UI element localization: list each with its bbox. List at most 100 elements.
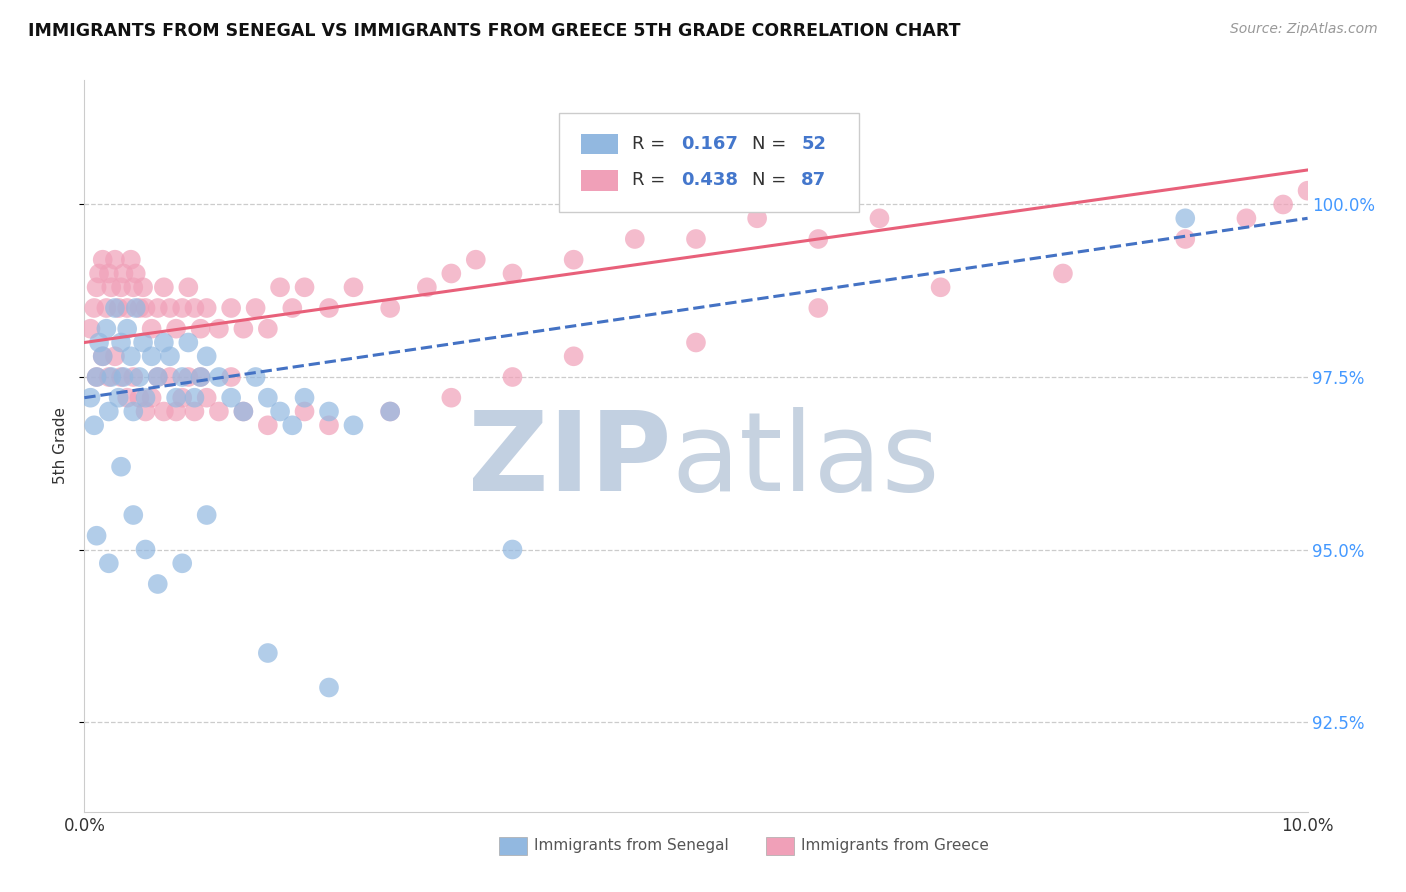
Point [115, 301, 138, 315]
Text: R =: R = [633, 135, 671, 153]
Point [132, 280, 155, 294]
Point [86, 280, 108, 294]
Point [122, 404, 145, 418]
Point [294, 280, 316, 294]
Point [172, 370, 194, 384]
Point [807, 232, 830, 246]
Point [183, 391, 205, 405]
Text: N =: N = [752, 135, 792, 153]
Point [128, 370, 150, 384]
Point [624, 232, 647, 246]
Point [128, 391, 150, 405]
Point [115, 321, 138, 335]
FancyBboxPatch shape [581, 170, 617, 191]
Point [87, 267, 110, 281]
Text: IMMIGRANTS FROM SENEGAL VS IMMIGRANTS FROM GREECE 5TH GRADE CORRELATION CHART: IMMIGRANTS FROM SENEGAL VS IMMIGRANTS FR… [28, 22, 960, 40]
Point [86, 370, 108, 384]
Point [342, 280, 364, 294]
Point [104, 301, 127, 315]
Point [141, 391, 163, 405]
Text: R =: R = [633, 171, 671, 189]
Point [208, 404, 231, 418]
Point [208, 370, 231, 384]
Text: 0.438: 0.438 [682, 171, 738, 189]
Point [269, 280, 291, 294]
Point [502, 542, 524, 557]
Point [245, 370, 267, 384]
Point [281, 301, 304, 315]
Point [122, 370, 145, 384]
Point [97, 370, 120, 384]
Point [257, 321, 280, 335]
Point [146, 301, 169, 315]
Point [294, 391, 316, 405]
Point [232, 404, 254, 418]
Point [112, 370, 135, 384]
Point [96, 301, 118, 315]
Point [110, 459, 132, 474]
Point [380, 404, 402, 418]
Point [562, 349, 585, 363]
Point [91, 252, 114, 267]
Point [125, 267, 148, 281]
Point [380, 301, 402, 315]
Text: 87: 87 [801, 171, 827, 189]
Point [380, 404, 402, 418]
Point [87, 335, 110, 350]
Point [257, 646, 280, 660]
Point [929, 280, 952, 294]
Point [135, 404, 157, 418]
Point [165, 321, 187, 335]
Point [318, 418, 340, 433]
Point [146, 370, 169, 384]
Point [195, 301, 218, 315]
Point [97, 404, 120, 418]
Point [110, 335, 132, 350]
Point [195, 508, 218, 522]
Point [1174, 232, 1197, 246]
Point [104, 349, 127, 363]
Point [177, 280, 200, 294]
Point [1052, 267, 1074, 281]
Point [135, 391, 157, 405]
Point [91, 349, 114, 363]
Point [96, 321, 118, 335]
Point [172, 557, 194, 571]
Point [153, 335, 176, 350]
Point [177, 335, 200, 350]
Point [141, 349, 163, 363]
Point [79, 321, 101, 335]
Point [146, 370, 169, 384]
Point [416, 280, 439, 294]
Point [1272, 197, 1295, 211]
Point [183, 404, 205, 418]
Point [232, 404, 254, 418]
Point [177, 370, 200, 384]
Point [125, 301, 148, 315]
Point [91, 349, 114, 363]
Point [83, 418, 105, 433]
Point [112, 267, 135, 281]
Point [172, 301, 194, 315]
Point [747, 211, 769, 226]
Point [190, 321, 212, 335]
Point [107, 391, 129, 405]
Point [502, 370, 524, 384]
Point [502, 267, 524, 281]
Text: 52: 52 [801, 135, 827, 153]
Point [245, 301, 267, 315]
Point [318, 404, 340, 418]
Point [120, 349, 142, 363]
Point [128, 301, 150, 315]
Point [183, 301, 205, 315]
Point [97, 557, 120, 571]
Y-axis label: 5th Grade: 5th Grade [53, 408, 69, 484]
Point [86, 370, 108, 384]
Point [440, 267, 463, 281]
Point [281, 418, 304, 433]
Point [159, 349, 181, 363]
Point [159, 301, 181, 315]
Text: Immigrants from Senegal: Immigrants from Senegal [534, 838, 730, 853]
Text: Immigrants from Greece: Immigrants from Greece [801, 838, 990, 853]
Point [97, 267, 120, 281]
